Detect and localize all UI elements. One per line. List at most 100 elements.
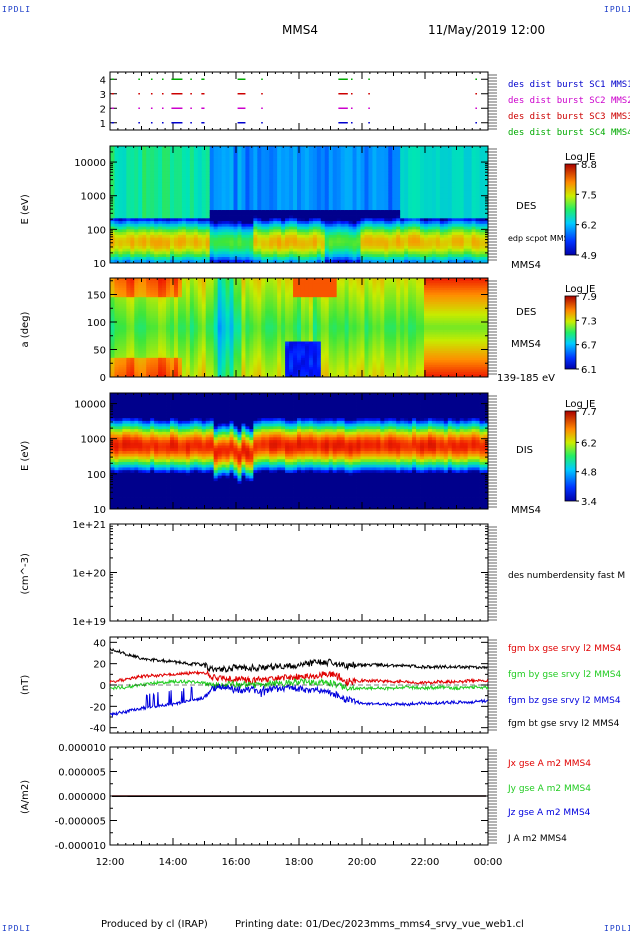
des-energy-spectrogram-cell	[447, 174, 453, 178]
des-energy-spectrogram-cell	[130, 160, 135, 164]
des-energy-spectrogram-cell	[463, 179, 469, 183]
des-energy-spectrogram-cell	[300, 204, 306, 208]
des-pitch-spectrogram-cell	[158, 315, 163, 319]
des-energy-spectrogram-cell	[146, 226, 151, 230]
des-energy-spectrogram-cell	[364, 221, 369, 225]
des-energy-spectrogram-cell	[261, 160, 266, 164]
des-energy-spectrogram-cell	[285, 190, 290, 194]
des-energy-spectrogram-cell	[320, 196, 326, 200]
des-pitch-spectrogram-cell	[154, 313, 159, 317]
des-energy-spectrogram-cell	[189, 160, 195, 164]
des-energy-spectrogram-cell	[336, 171, 342, 175]
des-energy-spectrogram-cell	[300, 254, 306, 258]
des-energy-spectrogram-cell	[360, 171, 365, 175]
des-energy-spectrogram-cell	[312, 187, 318, 192]
des-energy-spectrogram-cell	[253, 174, 258, 178]
des-energy-spectrogram-cell	[356, 160, 361, 164]
des-energy-spectrogram-cell	[471, 210, 476, 214]
des-energy-spectrogram-cell	[241, 201, 246, 205]
des-energy-spectrogram-cell	[114, 234, 119, 239]
des-energy-spectrogram-cell	[197, 243, 203, 247]
des-energy-spectrogram-cell	[249, 254, 254, 258]
des-pitch-spectrogram-cell	[150, 320, 155, 324]
des-energy-spectrogram-cell	[364, 193, 369, 197]
des-pitch-spectrogram-cell	[166, 299, 171, 303]
des-energy-spectrogram-cell	[416, 165, 421, 169]
des-energy-spectrogram-cell	[308, 215, 314, 219]
des-energy-spectrogram-cell	[241, 187, 246, 192]
des-energy-spectrogram-cell	[162, 190, 167, 194]
des-energy-spectrogram-cell	[451, 179, 457, 183]
des-energy-spectrogram-cell	[189, 165, 195, 169]
des-energy-spectrogram-cell	[173, 196, 179, 200]
des-energy-spectrogram-cell	[427, 179, 433, 183]
des-energy-spectrogram-cell	[273, 223, 278, 227]
des-energy-spectrogram-cell	[435, 154, 441, 158]
des-energy-spectrogram-cell	[177, 248, 183, 252]
des-pitch-spectrogram-cell	[142, 374, 147, 377]
des-pitch-spectrogram-cell	[118, 325, 123, 328]
des-energy-spectrogram-cell	[420, 245, 425, 250]
des-energy-spectrogram-cell	[289, 248, 294, 252]
des-energy-spectrogram-cell	[158, 157, 163, 161]
des-energy-spectrogram-cell	[439, 182, 445, 186]
des-energy-spectrogram-cell	[265, 168, 270, 172]
des-energy-spectrogram-cell	[336, 223, 342, 227]
des-energy-spectrogram-cell	[253, 215, 258, 219]
des-energy-spectrogram-cell	[312, 210, 318, 214]
des-pitch-spectrogram-cell	[126, 320, 131, 324]
des-energy-spectrogram-cell	[483, 218, 488, 222]
des-energy-spectrogram-cell	[388, 221, 393, 225]
des-energy-spectrogram-cell	[110, 196, 115, 200]
des-energy-spectrogram-cell	[392, 215, 397, 219]
des-energy-spectrogram-cell	[344, 243, 350, 247]
des-energy-spectrogram-cell	[348, 207, 353, 211]
des-energy-spectrogram-cell	[126, 176, 131, 181]
des-energy-spectrogram-cell	[265, 243, 270, 247]
des-energy-spectrogram-cell	[166, 237, 171, 241]
des-energy-spectrogram-cell	[427, 201, 433, 205]
des-energy-spectrogram-cell	[475, 176, 480, 181]
des-energy-spectrogram-cell	[146, 243, 151, 247]
des-energy-spectrogram-cell	[185, 245, 191, 250]
des-energy-spectrogram-cell	[364, 160, 369, 164]
des-pitch-spectrogram-cell	[150, 297, 155, 300]
des-energy-spectrogram-cell	[126, 212, 131, 216]
des-energy-spectrogram-cell	[209, 237, 215, 241]
des-energy-spectrogram-cell	[412, 149, 417, 153]
des-pitch-spectrogram-cell	[142, 294, 147, 298]
des-energy-spectrogram-cell	[392, 146, 397, 150]
des-energy-spectrogram-cell	[253, 149, 258, 153]
des-energy-spectrogram-cell	[201, 259, 207, 263]
des-energy-spectrogram-cell	[257, 179, 262, 183]
des-pitch-spectrogram-cell	[142, 290, 147, 293]
des-energy-spectrogram-cell	[412, 218, 417, 222]
des-energy-spectrogram-cell	[392, 245, 397, 250]
des-energy-spectrogram-cell	[245, 237, 250, 241]
des-energy-spectrogram-cell	[245, 146, 250, 150]
des-energy-spectrogram-cell	[146, 256, 151, 261]
des-energy-spectrogram-cell	[400, 256, 405, 261]
des-energy-spectrogram-cell	[197, 201, 203, 205]
des-energy-spectrogram-cell	[261, 240, 266, 244]
des-energy-spectrogram-cell	[193, 182, 199, 186]
des-energy-spectrogram-cell	[154, 243, 159, 247]
des-pitch-spectrogram-cell	[110, 374, 115, 377]
des-energy-spectrogram-cell	[158, 165, 163, 169]
des-energy-spectrogram-cell	[380, 168, 385, 172]
des-energy-spectrogram-cell	[435, 215, 441, 219]
des-energy-spectrogram-cell	[447, 193, 453, 197]
des-energy-spectrogram-cell	[193, 243, 199, 247]
des-pitch-spectrogram-cell	[134, 318, 139, 321]
des-energy-spectrogram-cell	[459, 237, 465, 241]
des-energy-spectrogram-cell	[173, 163, 179, 167]
des-energy-spectrogram-cell	[225, 226, 230, 230]
des-energy-spectrogram-cell	[221, 163, 226, 167]
des-energy-spectrogram-cell	[217, 179, 223, 183]
des-energy-spectrogram-cell	[221, 243, 226, 247]
des-energy-spectrogram-cell	[114, 245, 119, 250]
des-energy-spectrogram-cell	[201, 207, 207, 211]
des-energy-spectrogram-cell	[142, 251, 147, 255]
des-energy-spectrogram-cell	[447, 256, 453, 261]
des-energy-spectrogram-cell	[277, 179, 282, 183]
